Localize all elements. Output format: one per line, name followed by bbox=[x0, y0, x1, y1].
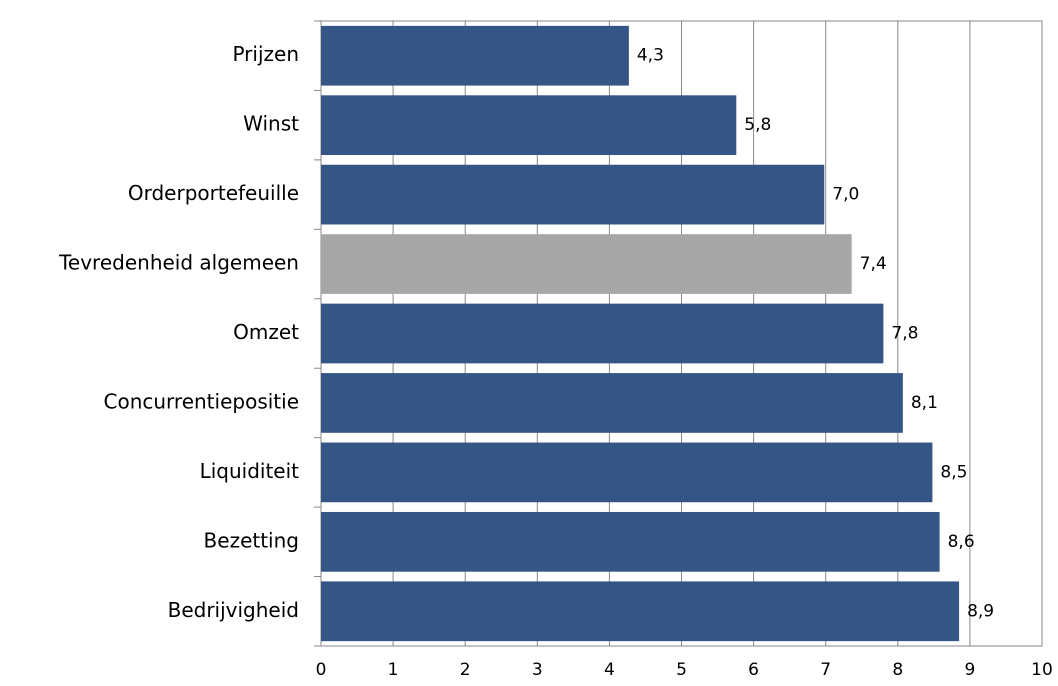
x-tick-label: 2 bbox=[460, 660, 471, 680]
x-tick-label: 3 bbox=[532, 660, 543, 680]
value-label: 4,3 bbox=[637, 46, 664, 66]
value-label: 7,0 bbox=[832, 185, 859, 205]
value-label: 8,9 bbox=[967, 601, 994, 621]
y-tick-label: Liquiditeit bbox=[200, 459, 300, 483]
bar bbox=[321, 164, 825, 225]
bar bbox=[321, 234, 852, 294]
y-tick-label: Prijzen bbox=[232, 42, 299, 66]
y-tick-label: Tevredenheid algemeen bbox=[58, 251, 299, 275]
y-tick-label: Omzet bbox=[233, 320, 299, 344]
x-tick-label: 8 bbox=[892, 660, 903, 680]
bar bbox=[321, 373, 903, 433]
x-tick-label: 0 bbox=[316, 660, 327, 680]
bar bbox=[321, 303, 884, 364]
bar bbox=[321, 25, 629, 86]
bar bbox=[321, 581, 960, 642]
value-label: 7,4 bbox=[860, 254, 887, 274]
x-tick-label: 9 bbox=[964, 660, 975, 680]
value-label: 5,8 bbox=[744, 115, 771, 135]
value-label: 7,8 bbox=[891, 324, 918, 344]
y-tick-label: Winst bbox=[243, 112, 299, 136]
x-tick-label: 4 bbox=[604, 660, 615, 680]
y-tick-label: Concurrentiepositie bbox=[104, 389, 300, 413]
bar bbox=[321, 95, 737, 156]
x-tick-label: 5 bbox=[676, 660, 687, 680]
x-tick-label: 6 bbox=[748, 660, 759, 680]
y-tick-label: Bezetting bbox=[204, 528, 299, 552]
bar bbox=[321, 511, 940, 572]
value-label: 8,6 bbox=[948, 532, 975, 552]
value-label: 8,5 bbox=[940, 462, 967, 482]
x-tick-label: 1 bbox=[388, 660, 399, 680]
y-tick-label: Orderportefeuille bbox=[128, 181, 299, 205]
x-tick-label: 7 bbox=[820, 660, 831, 680]
value-label: 8,1 bbox=[911, 393, 938, 413]
bar bbox=[321, 442, 933, 503]
x-tick-label: 10 bbox=[1031, 660, 1053, 680]
y-tick-label: Bedrijvigheid bbox=[168, 598, 299, 622]
